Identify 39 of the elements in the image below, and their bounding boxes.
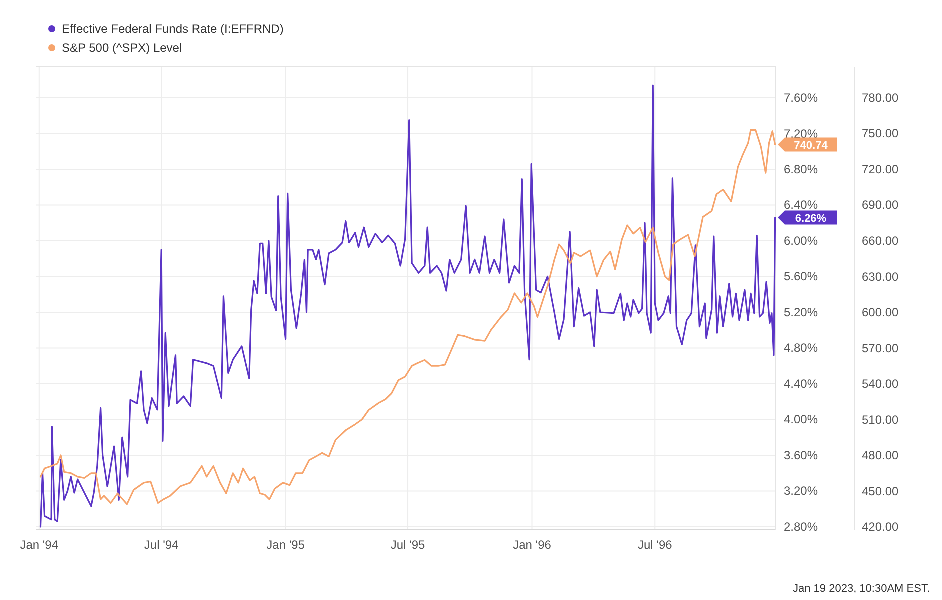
x-tick-label: Jul '95: [390, 538, 426, 552]
data-label: 740.74: [794, 140, 829, 152]
y-tick-label: 4.80%: [784, 341, 818, 356]
y-tick-label: 5.20%: [784, 305, 818, 320]
y-tick-label: 7.60%: [784, 91, 818, 106]
x-tick-label: Jul '96: [638, 538, 673, 552]
x-tick-label: Jan '94: [20, 538, 59, 552]
y2-tick-label: 570.00: [862, 341, 900, 356]
y-tick-label: 6.40%: [784, 198, 818, 212]
y2-tick-label: 600.00: [862, 306, 900, 320]
y-tick-label: 5.60%: [784, 270, 818, 284]
data-label: 6.26%: [795, 212, 827, 225]
y2-tick-label: 720.00: [862, 162, 900, 176]
y-tick-label: 4.00%: [784, 412, 818, 427]
y-tick-label: 3.20%: [784, 484, 818, 498]
y-tick-label: 4.40%: [784, 376, 818, 391]
y2-tick-label: 420.00: [862, 520, 900, 534]
x-tick-label: Jan '96: [513, 538, 552, 552]
y-tick-label: 3.60%: [784, 448, 818, 462]
y2-tick-label: 540.00: [862, 377, 900, 392]
y2-tick-label: 450.00: [862, 484, 900, 498]
y2-tick-label: 690.00: [862, 198, 900, 212]
y-tick-label: 6.00%: [784, 234, 818, 248]
y2-tick-label: 660.00: [862, 234, 900, 248]
x-tick-label: Jul '94: [144, 538, 180, 552]
y-tick-label: 2.80%: [784, 520, 818, 534]
y-tick-label: 6.80%: [784, 162, 818, 176]
legend-label: S&P 500 (^SPX) Level: [62, 41, 182, 55]
y2-tick-label: 510.00: [862, 412, 900, 427]
y-tick-label: 7.20%: [784, 126, 818, 141]
y2-tick-label: 480.00: [862, 448, 900, 463]
y2-tick-label: 630.00: [862, 270, 900, 284]
legend-label: Effective Federal Funds Rate (I:EFFRND): [62, 22, 284, 36]
line-series: [40, 129, 776, 506]
x-tick-label: Jan '95: [266, 538, 306, 552]
y2-tick-label: 780.00: [862, 90, 900, 105]
text: Jan 19 2023, 10:30AM EST.: [793, 583, 930, 595]
line-series: [40, 84, 776, 528]
y2-tick-label: 750.00: [862, 126, 900, 141]
